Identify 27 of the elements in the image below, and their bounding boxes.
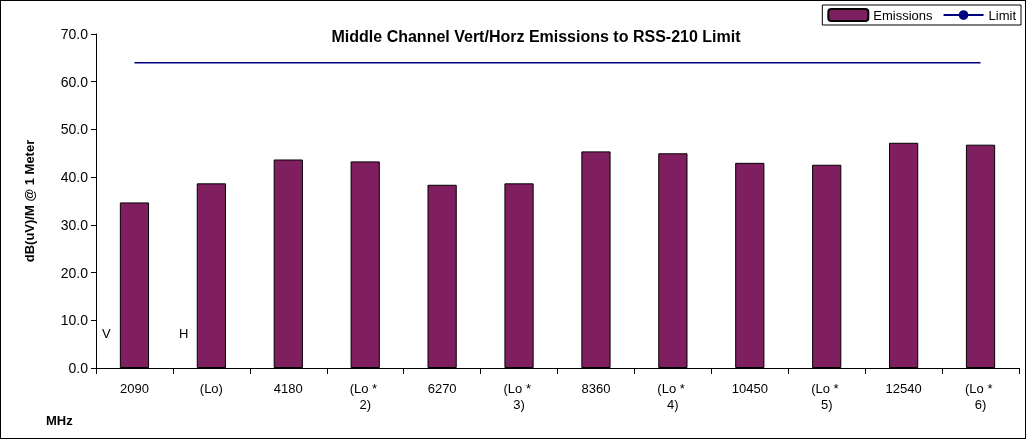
y-axis-title: dB(uV)/M @ 1 Meter	[22, 139, 37, 263]
x-axis-title: MHz	[46, 413, 74, 428]
annotation: H	[178, 326, 189, 341]
y-tick-label: 70.0	[60, 26, 89, 42]
y-tick-label: 40.0	[60, 169, 89, 186]
x-tick-label: 2090	[120, 380, 149, 396]
y-tick-label: 30.0	[60, 216, 89, 233]
x-tick-label: 10450	[731, 380, 768, 396]
y-tick-label: 60.0	[60, 73, 89, 90]
x-tick-label: (Lo * 3)	[503, 380, 535, 412]
legend-label: Emissions	[873, 7, 934, 23]
x-tick-label: 4180	[273, 380, 303, 396]
x-tick-label: (Lo * 5)	[811, 380, 843, 412]
annotation: V	[102, 326, 111, 341]
legend-label: Limit	[988, 7, 1017, 23]
x-tick-label: 6270	[427, 380, 457, 396]
x-tick-label: (Lo * 6)	[965, 380, 997, 412]
y-tick-label: 0.0	[68, 360, 89, 376]
x-tick-label: (Lo * 4)	[657, 380, 689, 412]
chart-title: Middle Channel Vert/Horz Emissions to RSS-210 Limit	[331, 27, 742, 45]
y-tick-label: 20.0	[60, 264, 89, 281]
y-tick-label: 50.0	[60, 121, 89, 138]
x-tick-label: 8360	[581, 380, 611, 396]
x-tick-label: 12540	[885, 380, 922, 396]
x-tick-label: (Lo)	[199, 380, 223, 396]
x-tick-label: (Lo * 2)	[349, 380, 381, 412]
y-tick-label: 10.0	[60, 312, 89, 329]
